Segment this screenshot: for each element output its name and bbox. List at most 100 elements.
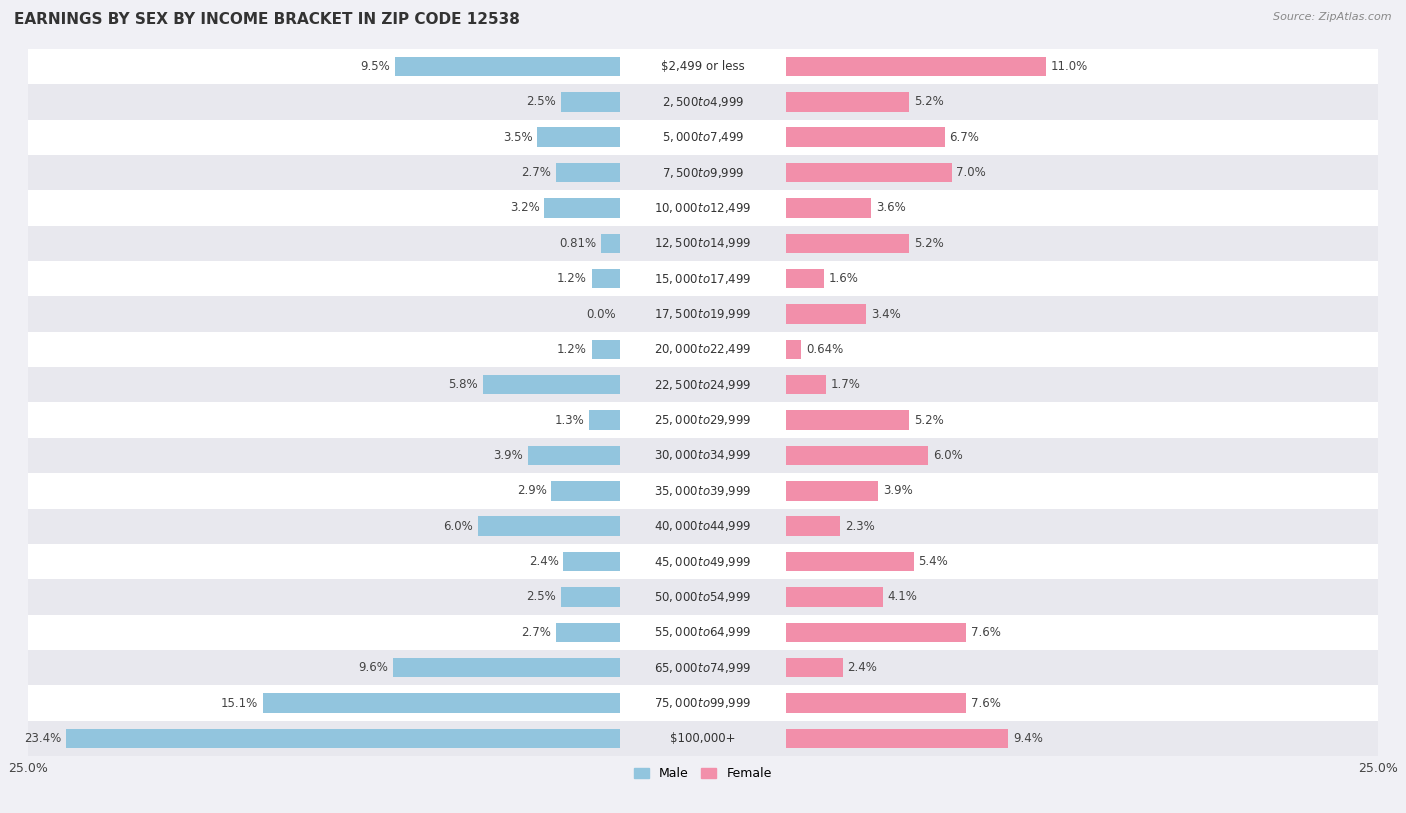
Bar (786, 516, 841, 536)
Text: 3.5%: 3.5% (503, 131, 533, 144)
Text: 2.5%: 2.5% (526, 590, 557, 603)
Bar (28, 509, 1378, 544)
Bar (786, 57, 1046, 76)
Text: $75,000 to $99,999: $75,000 to $99,999 (654, 696, 752, 710)
Bar (544, 198, 620, 218)
Text: 1.7%: 1.7% (831, 378, 860, 391)
Text: $15,000 to $17,499: $15,000 to $17,499 (654, 272, 752, 285)
Text: 6.0%: 6.0% (932, 449, 963, 462)
Text: $7,500 to $9,999: $7,500 to $9,999 (662, 166, 744, 180)
Text: $40,000 to $44,999: $40,000 to $44,999 (654, 520, 752, 533)
Text: 9.5%: 9.5% (361, 60, 391, 73)
Bar (28, 261, 1378, 297)
Bar (66, 728, 620, 748)
Bar (786, 269, 824, 289)
Text: 3.9%: 3.9% (883, 485, 912, 498)
Bar (28, 367, 1378, 402)
Text: $55,000 to $64,999: $55,000 to $64,999 (654, 625, 752, 639)
Bar (28, 225, 1378, 261)
Text: $50,000 to $54,999: $50,000 to $54,999 (654, 590, 752, 604)
Text: 3.6%: 3.6% (876, 202, 905, 215)
Bar (561, 587, 620, 606)
Text: 7.6%: 7.6% (970, 626, 1001, 639)
Text: 5.4%: 5.4% (918, 555, 948, 568)
Text: 1.2%: 1.2% (557, 272, 586, 285)
Text: 6.0%: 6.0% (443, 520, 474, 533)
Text: $10,000 to $12,499: $10,000 to $12,499 (654, 201, 752, 215)
Text: $22,500 to $24,999: $22,500 to $24,999 (654, 378, 752, 392)
Bar (786, 446, 928, 465)
Bar (592, 340, 620, 359)
Text: 0.81%: 0.81% (560, 237, 596, 250)
Bar (28, 685, 1378, 720)
Text: $2,500 to $4,999: $2,500 to $4,999 (662, 95, 744, 109)
Bar (482, 375, 620, 394)
Bar (28, 579, 1378, 615)
Legend: Male, Female: Male, Female (630, 763, 776, 785)
Bar (28, 544, 1378, 579)
Bar (786, 481, 879, 501)
Text: EARNINGS BY SEX BY INCOME BRACKET IN ZIP CODE 12538: EARNINGS BY SEX BY INCOME BRACKET IN ZIP… (14, 12, 520, 27)
Text: 3.9%: 3.9% (494, 449, 523, 462)
Bar (786, 693, 966, 713)
Text: 1.2%: 1.2% (557, 343, 586, 356)
Text: $17,500 to $19,999: $17,500 to $19,999 (654, 307, 752, 321)
Text: 7.6%: 7.6% (970, 697, 1001, 710)
Text: 2.7%: 2.7% (522, 166, 551, 179)
Bar (786, 587, 883, 606)
Text: 0.0%: 0.0% (586, 307, 616, 320)
Bar (786, 728, 1008, 748)
Text: $30,000 to $34,999: $30,000 to $34,999 (654, 449, 752, 463)
Bar (786, 304, 866, 324)
Text: 5.2%: 5.2% (914, 95, 943, 108)
Bar (592, 269, 620, 289)
Text: $35,000 to $39,999: $35,000 to $39,999 (654, 484, 752, 498)
Bar (537, 128, 620, 147)
Bar (557, 163, 620, 182)
Bar (561, 92, 620, 111)
Bar (786, 658, 842, 677)
Bar (786, 623, 966, 642)
Text: $100,000+: $100,000+ (671, 732, 735, 745)
Bar (557, 623, 620, 642)
Text: 7.0%: 7.0% (956, 166, 986, 179)
Text: $12,500 to $14,999: $12,500 to $14,999 (654, 237, 752, 250)
Text: $5,000 to $7,499: $5,000 to $7,499 (662, 130, 744, 144)
Text: 23.4%: 23.4% (24, 732, 62, 745)
Bar (786, 375, 827, 394)
Bar (786, 198, 872, 218)
Bar (786, 163, 952, 182)
Text: $20,000 to $22,499: $20,000 to $22,499 (654, 342, 752, 356)
Bar (28, 473, 1378, 509)
Text: 2.4%: 2.4% (848, 661, 877, 674)
Text: 5.2%: 5.2% (914, 237, 943, 250)
Bar (28, 120, 1378, 155)
Text: Source: ZipAtlas.com: Source: ZipAtlas.com (1274, 12, 1392, 22)
Bar (28, 190, 1378, 226)
Bar (28, 49, 1378, 85)
Text: 2.5%: 2.5% (526, 95, 557, 108)
Text: 9.4%: 9.4% (1014, 732, 1043, 745)
Text: 3.4%: 3.4% (872, 307, 901, 320)
Bar (395, 57, 620, 76)
Text: 3.2%: 3.2% (510, 202, 540, 215)
Bar (786, 92, 910, 111)
Text: 2.4%: 2.4% (529, 555, 558, 568)
Text: 6.7%: 6.7% (949, 131, 979, 144)
Text: 1.6%: 1.6% (828, 272, 859, 285)
Text: $45,000 to $49,999: $45,000 to $49,999 (654, 554, 752, 568)
Text: 9.6%: 9.6% (359, 661, 388, 674)
Bar (600, 233, 620, 253)
Text: 2.9%: 2.9% (517, 485, 547, 498)
Bar (28, 402, 1378, 437)
Text: 11.0%: 11.0% (1052, 60, 1088, 73)
Bar (551, 481, 620, 501)
Bar (28, 615, 1378, 650)
Text: 0.64%: 0.64% (806, 343, 844, 356)
Bar (28, 296, 1378, 332)
Bar (786, 552, 914, 572)
Text: 5.2%: 5.2% (914, 414, 943, 427)
Bar (478, 516, 620, 536)
Bar (786, 340, 801, 359)
Bar (28, 332, 1378, 367)
